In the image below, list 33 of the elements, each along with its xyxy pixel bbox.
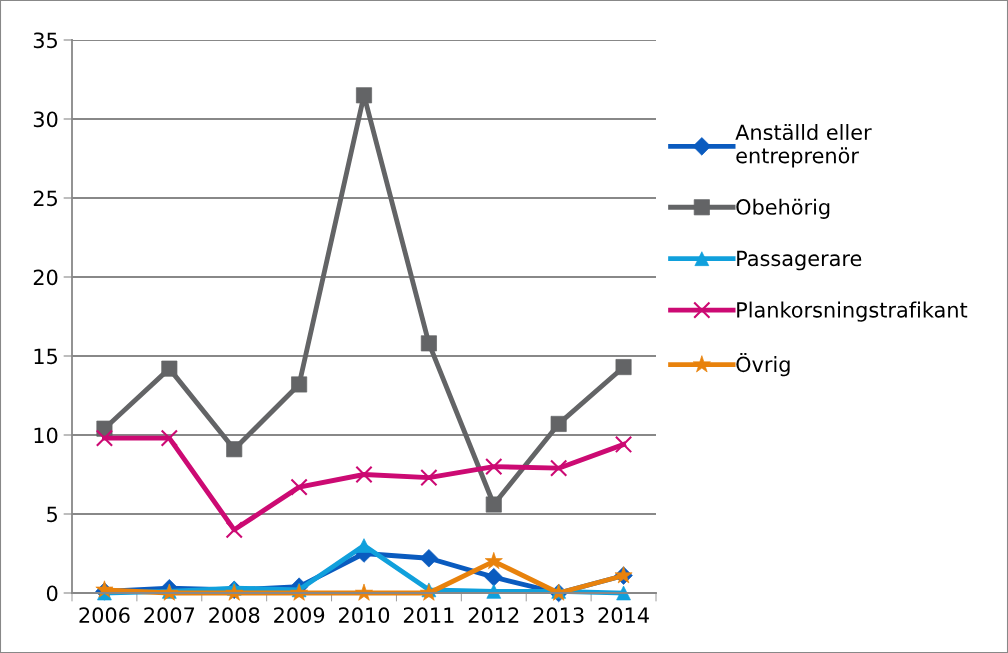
x-tick-label: 2013 [533,607,584,624]
point [95,429,114,447]
point [420,335,437,352]
y-tick-label: 20 [33,269,58,286]
legend-label: Passagerare [737,250,862,271]
x-tick-label: 2014 [598,607,649,624]
y-tick-label: 0 [46,585,58,602]
point [290,478,308,496]
y-tick-label: 15 [34,348,57,365]
point [420,468,438,487]
x-tick-label: 2009 [274,607,325,624]
legend-label: Plankorsningstrafikant [737,301,968,322]
point [355,465,373,484]
legend-label: Anställd eller entreprenör [735,123,872,168]
x-tick-label: 2008 [209,607,260,624]
y-tick-label: 10 [34,427,58,444]
y-tick-label: 5 [47,506,57,523]
point [160,429,179,447]
legend-label: Obehörig [736,198,830,219]
point [485,457,503,476]
legend-label: Övrig [736,352,790,377]
point [549,459,568,477]
x-tick-label: 2010 [339,607,390,624]
x-tick-label: 2006 [79,607,130,624]
x-tick-label: 2011 [403,607,454,624]
y-tick-label: 25 [33,190,57,207]
point [225,521,243,539]
y-tick-label: 35 [33,32,57,49]
x-tick-label: 2012 [468,607,519,624]
point [614,435,633,454]
point [615,359,632,376]
x-tick-label: 2007 [144,607,195,624]
y-tick-label: 30 [33,111,58,128]
